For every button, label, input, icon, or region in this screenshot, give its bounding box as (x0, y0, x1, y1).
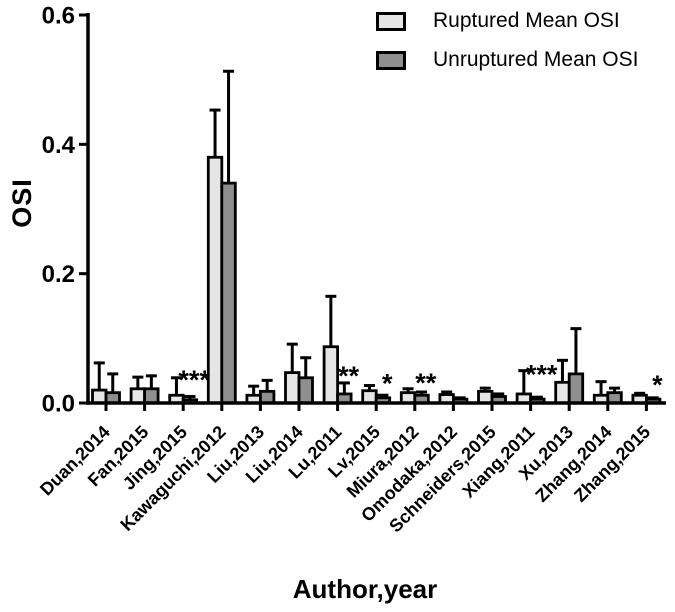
significance-marker-Lv,2015: * (382, 369, 393, 399)
bar-unruptured-5 (297, 376, 314, 405)
bar-ruptured-6 (322, 345, 340, 405)
bar-ruptured-12 (554, 380, 571, 405)
y-tick-label-0: 0.0 (42, 391, 75, 418)
significance-marker-Zhang,2015: * (652, 370, 663, 400)
bar-unruptured-12 (567, 372, 585, 405)
bar-ruptured-1 (129, 387, 147, 405)
bar-ruptured-3 (206, 155, 224, 405)
significance-marker-Xiang,2011: *** (526, 360, 558, 390)
bar-ruptured-7 (361, 389, 378, 405)
legend-item-unruptured: Unruptured Mean OSI (376, 48, 639, 71)
bar-ruptured-0 (91, 388, 108, 405)
chart-legend: Ruptured Mean OSI Unruptured Mean OSI (376, 9, 639, 71)
legend-label-ruptured: Ruptured Mean OSI (433, 9, 620, 32)
legend-item-ruptured: Ruptured Mean OSI (376, 9, 638, 32)
y-tick-label-1: 0.2 (42, 261, 75, 288)
significance-marker-Miura,2012: ** (415, 368, 437, 398)
legend-label-unruptured: Unruptured Mean OSI (433, 48, 639, 71)
y-axis-title: OSI (7, 178, 37, 228)
bar-unruptured-3 (220, 181, 237, 405)
y-tick-label-2: 0.4 (42, 132, 76, 159)
x-axis-title: Author,year (292, 574, 438, 604)
legend-swatch-unruptured-icon (376, 50, 406, 70)
significance-marker-Jing,2015: *** (178, 365, 210, 395)
bar-unruptured-1 (143, 387, 160, 405)
significance-marker-Lu,2011: ** (338, 361, 360, 391)
legend-swatch-ruptured-icon (376, 11, 406, 31)
y-tick-label-3: 0.6 (42, 3, 75, 30)
bar-ruptured-5 (284, 371, 301, 405)
